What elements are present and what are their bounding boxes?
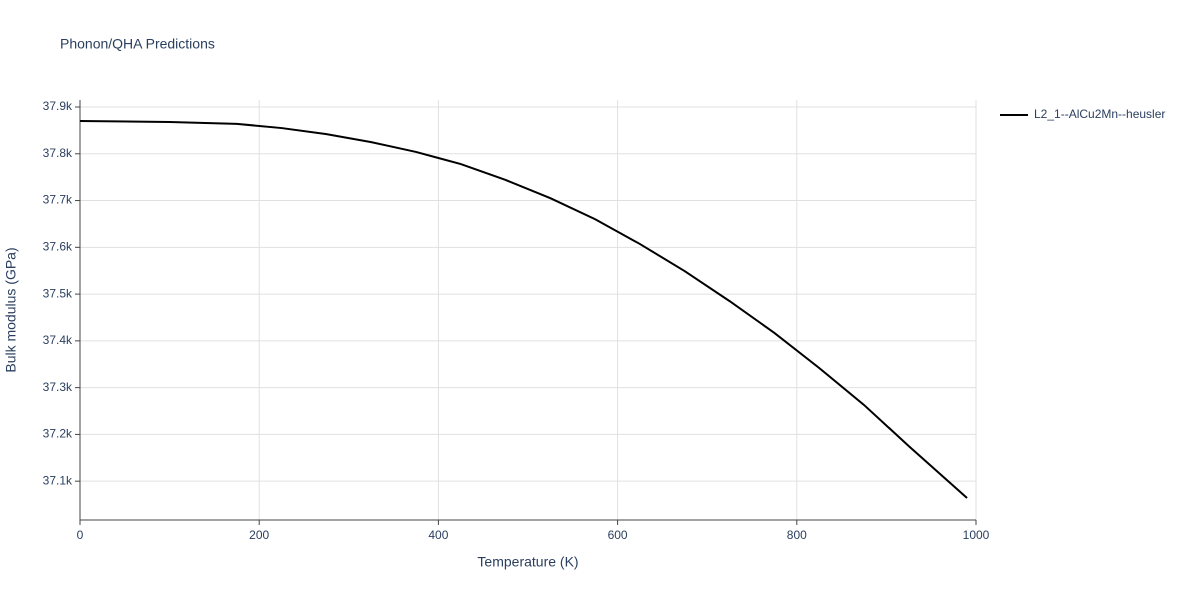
x-tick-label: 400 — [428, 528, 448, 542]
x-tick-label: 600 — [608, 528, 628, 542]
x-tick-label: 1000 — [963, 528, 990, 542]
y-tick-label: 37.3k — [43, 380, 73, 394]
x-tick-label: 200 — [249, 528, 269, 542]
y-tick-label: 37.9k — [43, 99, 73, 113]
y-tick-label: 37.8k — [43, 146, 73, 160]
x-axis-title: Temperature (K) — [477, 554, 578, 570]
x-tick-label: 0 — [77, 528, 84, 542]
chart-title: Phonon/QHA Predictions — [60, 36, 215, 52]
y-tick-label: 37.1k — [43, 473, 73, 487]
y-tick-label: 37.6k — [43, 239, 73, 253]
y-axis-title: Bulk modulus (GPa) — [3, 247, 19, 372]
x-tick-label: 800 — [787, 528, 807, 542]
y-tick-label: 37.5k — [43, 286, 73, 300]
y-tick-label: 37.7k — [43, 193, 73, 207]
legend-label: L2_1--AlCu2Mn--heusler — [1034, 107, 1165, 121]
y-tick-label: 37.2k — [43, 427, 73, 441]
data-line — [79, 120, 968, 499]
y-tick-label: 37.4k — [43, 333, 73, 347]
